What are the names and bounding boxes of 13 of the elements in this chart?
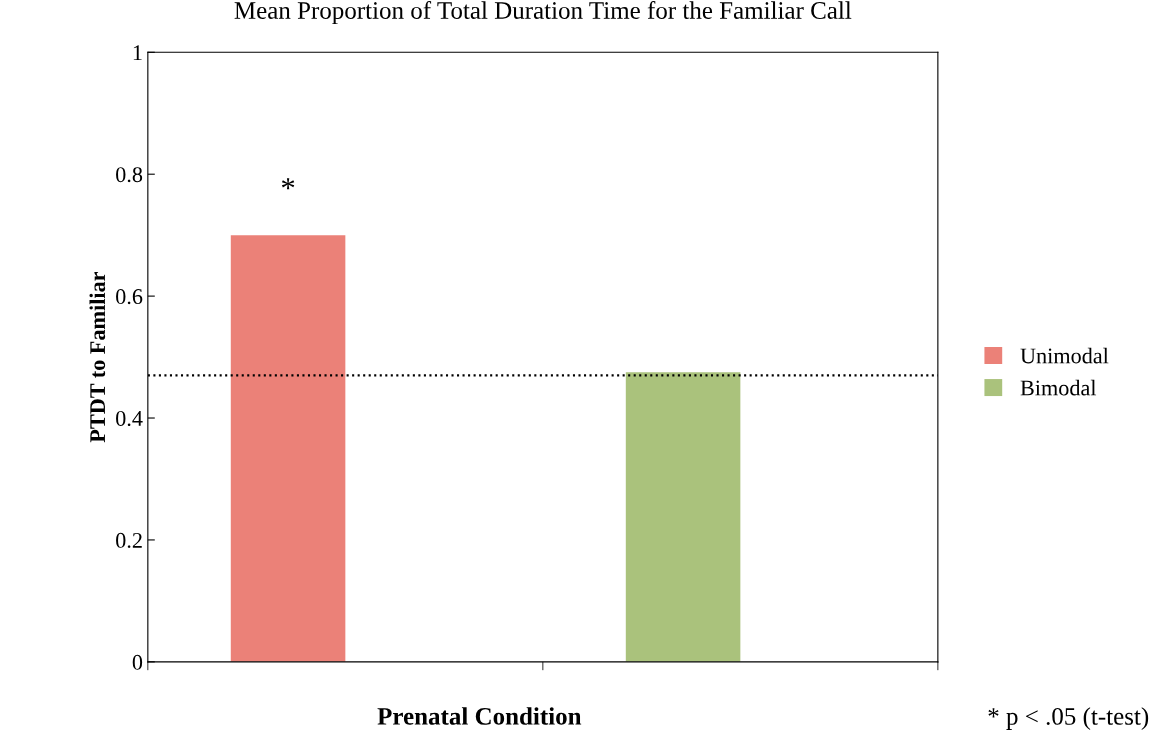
y-tick-label: 0.6 <box>116 289 143 305</box>
text: * p < .05 (t-test) <box>988 707 1149 730</box>
y-tick-label: 0.8 <box>116 167 143 183</box>
y-tick-label: 0.2 <box>116 532 142 548</box>
y-tick-label: 0 <box>132 654 143 670</box>
y-axis-title: PTDT to Familiar <box>89 271 106 443</box>
x-axis-title: Prenatal Condition <box>377 707 582 725</box>
y-tick-label: 1 <box>133 45 142 60</box>
legend-label: Bimodal <box>1020 379 1097 396</box>
y-tick-label: 0.4 <box>116 410 143 427</box>
chart-title: Mean Proportion of Total Duration Time for the Familiar Call <box>234 1 852 24</box>
annotation: * <box>281 178 295 190</box>
legend-label: Unimodal <box>1020 347 1109 364</box>
